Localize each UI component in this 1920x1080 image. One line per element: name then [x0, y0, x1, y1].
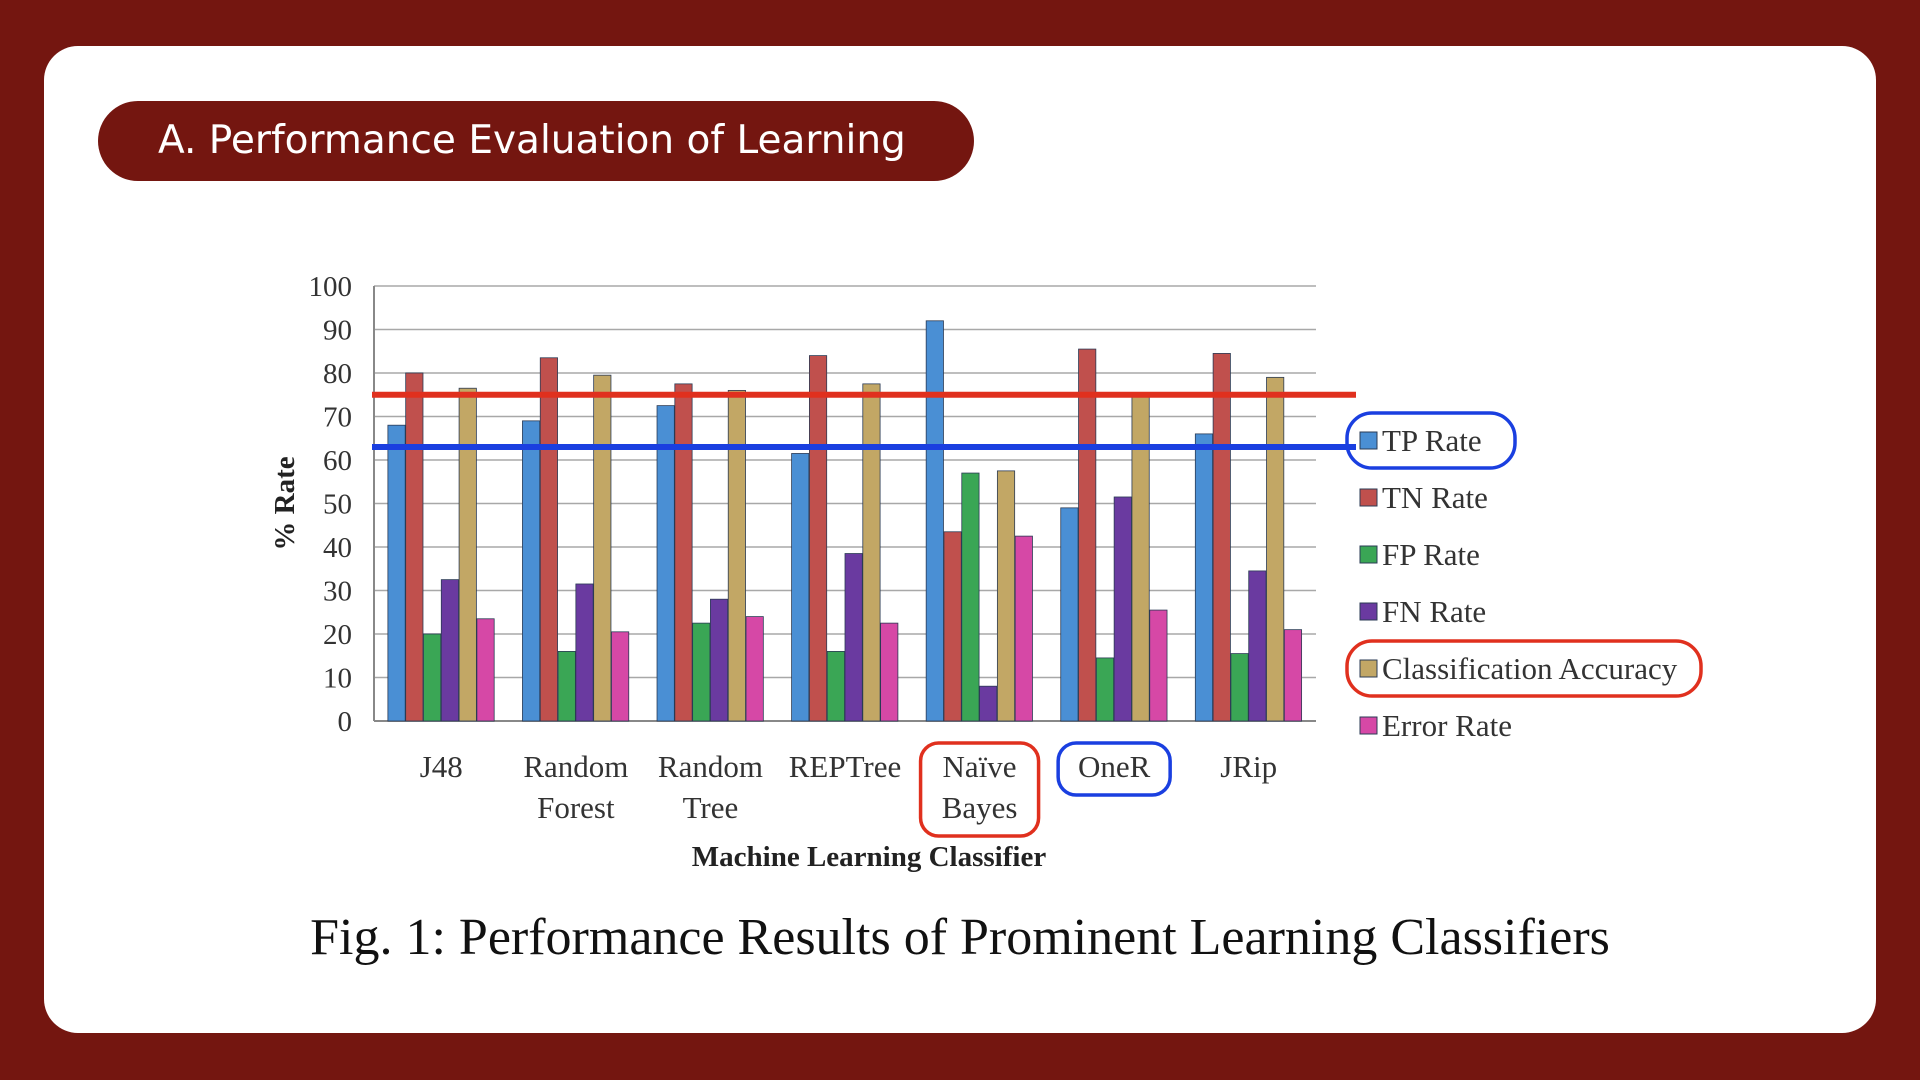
legend-label: TP Rate: [1382, 423, 1482, 458]
category-label-line: Bayes: [942, 790, 1018, 825]
y-tick-label: 20: [323, 619, 352, 651]
category-highlight-box: [1056, 741, 1172, 797]
bar-fn-rate: [979, 685, 998, 722]
x-category-label: REPTree: [789, 749, 902, 784]
bar-fn-rate: [1248, 570, 1267, 722]
bar-error-rate: [476, 618, 495, 722]
bar-classification-accuracy: [1131, 394, 1150, 722]
figure-caption: Fig. 1: Performance Results of Prominent…: [310, 909, 1610, 966]
bar-tn-rate: [943, 531, 962, 722]
bar-fn-rate: [1113, 496, 1132, 722]
bar-fp-rate: [826, 651, 845, 722]
x-category-label: Random Tree: [658, 749, 763, 825]
bar-tn-rate: [674, 383, 693, 722]
y-tick-label: 0: [338, 706, 353, 738]
bar-tp-rate: [1060, 507, 1079, 722]
x-category-label: JRip: [1220, 749, 1277, 784]
legend-swatch: [1359, 431, 1378, 450]
legend-label: TN Rate: [1382, 480, 1488, 515]
category-label-line: J48: [420, 749, 463, 784]
bar-tp-rate: [1194, 433, 1214, 722]
x-category-label: Random Forest: [523, 749, 628, 825]
x-axis-title: Machine Learning Classifier: [692, 841, 1047, 873]
x-category-label: J48: [420, 749, 463, 784]
category-label-line: OneR: [1078, 749, 1151, 784]
y-tick-label: 10: [323, 663, 352, 695]
legend-label: FP Rate: [1382, 537, 1480, 572]
y-tick-label: 60: [323, 445, 352, 477]
bar-fn-rate: [440, 579, 459, 722]
bar-fn-rate: [710, 598, 729, 722]
bar-fp-rate: [1230, 653, 1249, 722]
category-label-line: Naïve: [943, 749, 1017, 784]
bar-fp-rate: [423, 633, 442, 722]
category-label-line: Forest: [537, 790, 615, 825]
slide-card: A. Performance Evaluation of Learning 0 1…: [44, 46, 1876, 1033]
bar-tn-rate: [405, 372, 424, 722]
bar-classification-accuracy: [1266, 376, 1285, 722]
bar-tp-rate: [522, 420, 541, 722]
bar-classification-accuracy: [593, 374, 612, 722]
legend-swatch: [1359, 659, 1378, 678]
bar-classification-accuracy: [458, 387, 477, 722]
bar-error-rate: [1283, 629, 1303, 722]
legend-swatch: [1359, 602, 1378, 621]
legend-highlight-box: [1345, 639, 1703, 698]
bar-fn-rate: [844, 553, 863, 722]
bar-tn-rate: [539, 357, 558, 722]
y-tick-label: 40: [323, 532, 352, 564]
x-category-label: OneR: [1078, 749, 1151, 784]
section-title: A. Performance Evaluation of Learning: [98, 101, 974, 181]
bar-error-rate: [611, 631, 630, 722]
bar-tn-rate: [1078, 348, 1097, 722]
y-tick-label: 50: [323, 489, 352, 521]
bar-tp-rate: [656, 405, 675, 722]
y-tick-label: 80: [323, 358, 352, 390]
bar-error-rate: [1014, 535, 1033, 722]
bar-tp-rate: [791, 453, 810, 722]
category-label-line: JRip: [1220, 749, 1277, 784]
legend-swatch: [1359, 716, 1378, 735]
bar-fp-rate: [1095, 657, 1115, 722]
bar-classification-accuracy: [996, 470, 1016, 722]
bar-tp-rate: [387, 424, 406, 722]
bar-error-rate: [880, 622, 899, 722]
bar-tn-rate: [1212, 353, 1231, 722]
bar-classification-accuracy: [862, 383, 881, 722]
bar-tp-rate: [925, 320, 944, 722]
legend-label: FN Rate: [1382, 594, 1486, 629]
bar-fp-rate: [961, 472, 980, 722]
category-label-line: Random: [523, 749, 628, 784]
y-tick-labels: 0 10 20 30 40 50 60 70 80 90 100: [309, 271, 353, 738]
legend-swatch: [1359, 488, 1378, 507]
bar-classification-accuracy: [727, 389, 746, 722]
y-tick-label: 100: [309, 271, 353, 303]
y-tick-label: 90: [323, 315, 352, 347]
y-tick-label: 70: [323, 402, 352, 434]
bar-fp-rate: [557, 651, 576, 722]
bars: [387, 320, 1303, 722]
category-highlight-box: [918, 741, 1041, 838]
bar-fn-rate: [575, 583, 594, 722]
y-axis-title: % Rate: [269, 456, 301, 550]
y-tick-label: 30: [323, 576, 352, 608]
legend-highlight-box: [1345, 411, 1517, 470]
x-category-labels: J48 Random Forest Random Tree REPTree Naïve Bay…: [420, 741, 1277, 838]
bar-fp-rate: [692, 622, 711, 722]
legend-label: Error Rate: [1382, 708, 1512, 743]
category-label-line: REPTree: [789, 749, 902, 784]
category-label-line: Tree: [683, 790, 739, 825]
legend-label: Classification Accuracy: [1382, 651, 1678, 686]
category-label-line: Random: [658, 749, 763, 784]
bar-error-rate: [745, 616, 764, 722]
legend: TP Rate TN Rate FP Rate FN Rate Classificati…: [1345, 411, 1703, 743]
reference-lines: [372, 391, 1356, 450]
x-category-label: Naïve Bayes: [942, 749, 1018, 825]
bar-tn-rate: [809, 355, 828, 722]
legend-swatch: [1359, 545, 1378, 564]
bar-error-rate: [1149, 609, 1168, 722]
